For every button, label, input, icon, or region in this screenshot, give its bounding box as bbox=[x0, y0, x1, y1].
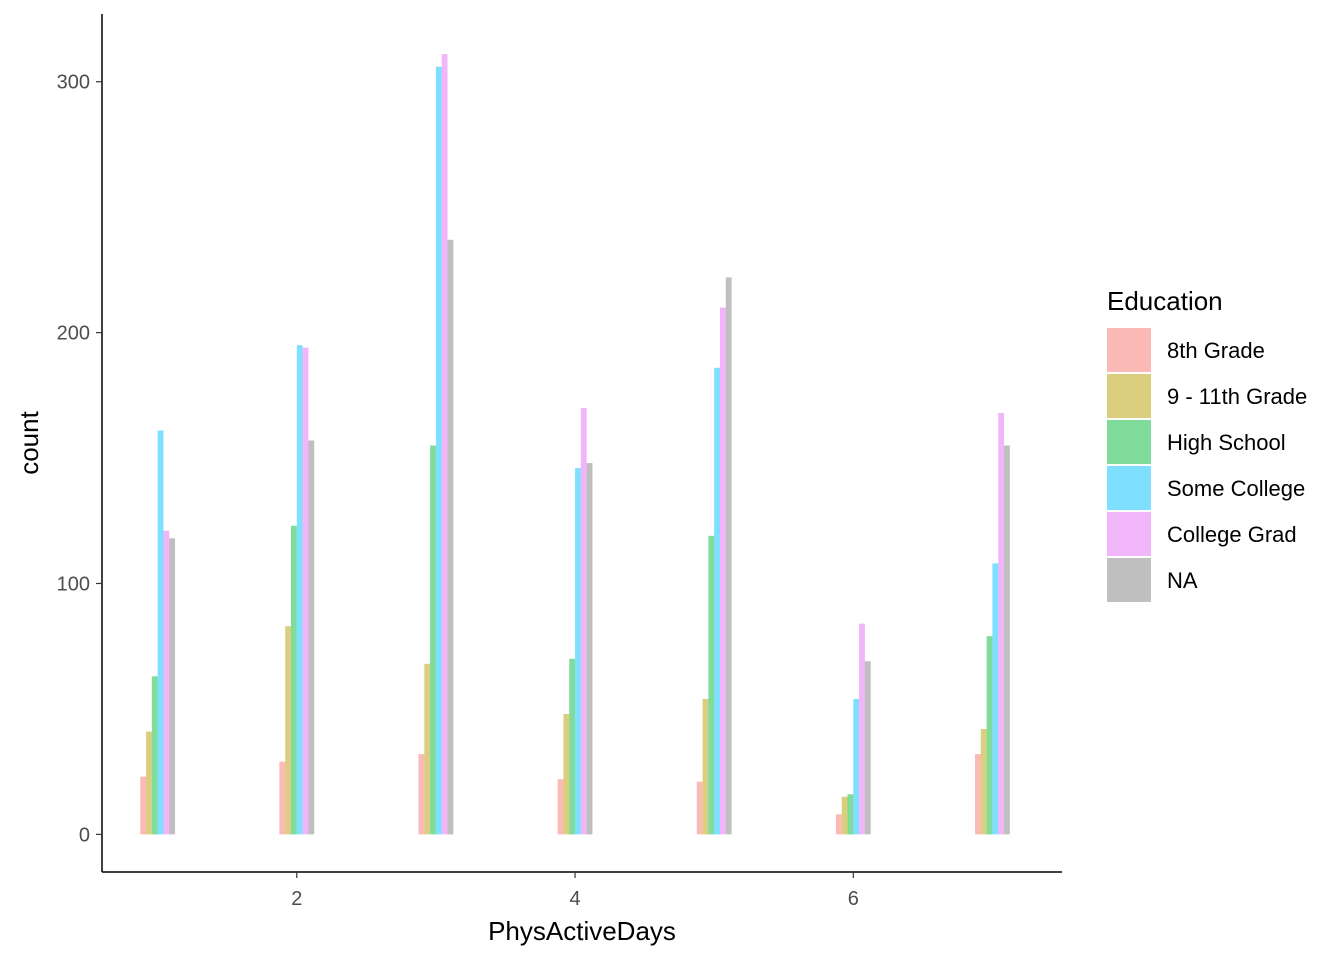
bar-college-grad-x6 bbox=[859, 623, 865, 835]
legend: Education 8th Grade 9 - 11th Grade High Sc… bbox=[1107, 286, 1307, 602]
bar-8th-grade-x5 bbox=[696, 781, 703, 835]
legend-key-high-school bbox=[1107, 420, 1151, 464]
bar-8th-grade-x2 bbox=[279, 761, 286, 835]
bar-9-11th-grade-x4 bbox=[563, 713, 570, 835]
bar-high-school-x1 bbox=[151, 676, 158, 835]
legend-label: 8th Grade bbox=[1167, 338, 1265, 363]
legend-items: 8th Grade 9 - 11th Grade High School Some C… bbox=[1107, 328, 1307, 602]
bar-na-x3 bbox=[447, 239, 454, 835]
bar-8th-grade-x6 bbox=[835, 814, 842, 835]
bar-some-college-x1 bbox=[157, 430, 164, 835]
x-ticks: 2 4 6 bbox=[291, 872, 859, 910]
legend-label: NA bbox=[1167, 568, 1198, 593]
bar-some-college-x3 bbox=[435, 66, 442, 835]
bar-8th-grade-x3 bbox=[418, 754, 425, 835]
x-tick-label: 4 bbox=[569, 888, 580, 910]
bar-some-college-x7 bbox=[992, 563, 999, 835]
bar-9-11th-grade-x6 bbox=[841, 796, 848, 835]
bar-college-grad-x2 bbox=[302, 347, 309, 835]
legend-label: 9 - 11th Grade bbox=[1167, 384, 1307, 409]
bar-na-x5 bbox=[725, 277, 732, 835]
bar-na-x7 bbox=[1004, 445, 1010, 835]
bar-9-11th-grade-x5 bbox=[702, 698, 709, 835]
bar-9-11th-grade-x1 bbox=[146, 731, 152, 835]
bar-na-x2 bbox=[308, 440, 315, 835]
bar-high-school-x5 bbox=[708, 535, 715, 835]
bar-8th-grade-x7 bbox=[975, 754, 981, 835]
bar-some-college-x4 bbox=[575, 468, 581, 835]
x-axis-title: PhysActiveDays bbox=[488, 916, 676, 946]
y-tick-label: 100 bbox=[57, 573, 90, 595]
bar-some-college-x5 bbox=[714, 367, 720, 835]
x-tick-label: 2 bbox=[291, 888, 302, 910]
bar-8th-grade-x4 bbox=[557, 779, 564, 835]
y-tick-label: 300 bbox=[57, 72, 90, 94]
bar-high-school-x4 bbox=[569, 658, 576, 835]
bar-high-school-x7 bbox=[986, 636, 993, 835]
legend-label: College Grad bbox=[1167, 522, 1297, 547]
bar-college-grad-x1 bbox=[163, 530, 170, 835]
bar-na-x6 bbox=[864, 661, 871, 835]
legend-key-9-11th-grade bbox=[1107, 374, 1151, 418]
y-tick-label: 200 bbox=[57, 323, 90, 345]
bar-na-x1 bbox=[169, 538, 176, 835]
bar-high-school-x6 bbox=[847, 794, 854, 835]
x-tick-label: 6 bbox=[848, 888, 859, 910]
legend-label: Some College bbox=[1167, 476, 1305, 501]
bar-high-school-x3 bbox=[430, 445, 436, 835]
legend-title: Education bbox=[1107, 286, 1223, 316]
bar-college-grad-x5 bbox=[719, 307, 726, 835]
legend-label: High School bbox=[1167, 430, 1286, 455]
y-tick-label: 0 bbox=[79, 824, 90, 846]
y-axis-title: count bbox=[14, 410, 44, 474]
bar-college-grad-x3 bbox=[441, 54, 448, 835]
bar-college-grad-x4 bbox=[580, 407, 587, 835]
bars-layer bbox=[140, 54, 1010, 835]
legend-key-na bbox=[1107, 558, 1151, 602]
bar-na-x4 bbox=[586, 463, 593, 835]
legend-key-college-grad bbox=[1107, 512, 1151, 556]
bar-9-11th-grade-x7 bbox=[980, 729, 987, 835]
bar-high-school-x2 bbox=[290, 525, 297, 835]
y-ticks: 0 100 200 300 bbox=[57, 72, 102, 846]
bar-9-11th-grade-x2 bbox=[285, 626, 291, 835]
bar-9-11th-grade-x3 bbox=[424, 663, 431, 835]
legend-key-some-college bbox=[1107, 466, 1151, 510]
axes-layer bbox=[101, 14, 1062, 873]
bar-some-college-x6 bbox=[853, 698, 860, 835]
bar-some-college-x2 bbox=[296, 345, 303, 835]
legend-key-8th-grade bbox=[1107, 328, 1151, 372]
bar-college-grad-x7 bbox=[998, 412, 1005, 835]
bar-8th-grade-x1 bbox=[140, 776, 147, 835]
